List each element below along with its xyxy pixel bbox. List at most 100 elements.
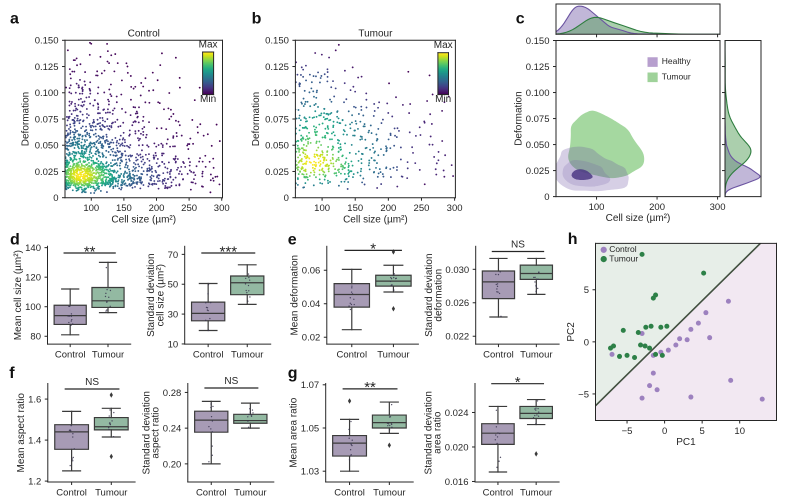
svg-text:250: 250 xyxy=(414,203,430,214)
svg-text:Tumour: Tumour xyxy=(92,349,124,360)
svg-text:0.026: 0.026 xyxy=(445,298,469,309)
svg-text:NS: NS xyxy=(511,239,525,250)
svg-text:Control: Control xyxy=(334,487,365,498)
svg-text:0.125: 0.125 xyxy=(265,62,289,73)
svg-text:0.150: 0.150 xyxy=(265,36,289,47)
svg-text:0.020: 0.020 xyxy=(445,442,469,453)
svg-text:0.016: 0.016 xyxy=(445,477,469,488)
svg-text:100: 100 xyxy=(25,302,41,313)
svg-text:Mean area ratio: Mean area ratio xyxy=(289,397,300,467)
svg-text:0.20: 0.20 xyxy=(163,459,182,470)
svg-text:Tumour: Tumour xyxy=(358,28,393,39)
svg-text:Control: Control xyxy=(55,349,86,360)
svg-text:1.03: 1.03 xyxy=(301,467,320,478)
svg-text:NS: NS xyxy=(85,377,99,388)
svg-text:Tumour: Tumour xyxy=(377,349,409,360)
svg-text:50: 50 xyxy=(168,280,179,291)
svg-text:Cell size (µm²): Cell size (µm²) xyxy=(343,214,408,225)
svg-text:Cell size (µm²): Cell size (µm²) xyxy=(111,214,176,225)
svg-text:0.100: 0.100 xyxy=(35,88,59,99)
svg-text:aspect ratio: aspect ratio xyxy=(151,406,162,458)
svg-text:100: 100 xyxy=(83,203,99,214)
svg-text:0.125: 0.125 xyxy=(35,62,59,73)
svg-text:120: 120 xyxy=(25,273,41,284)
svg-text:300: 300 xyxy=(710,202,726,213)
svg-text:Deformation: Deformation xyxy=(514,91,525,145)
svg-text:c: c xyxy=(516,11,525,28)
svg-text:1.07: 1.07 xyxy=(301,380,320,391)
svg-text:Tumour: Tumour xyxy=(95,487,127,498)
svg-text:0.025: 0.025 xyxy=(526,166,550,177)
svg-text:Min: Min xyxy=(200,94,216,105)
svg-text:*: * xyxy=(515,374,521,391)
svg-text:0.24: 0.24 xyxy=(163,424,182,435)
svg-text:Standard deviation: Standard deviation xyxy=(146,253,157,336)
svg-text:140: 140 xyxy=(25,243,41,254)
svg-text:0.28: 0.28 xyxy=(163,388,182,399)
svg-text:e: e xyxy=(288,232,297,249)
svg-text:Control: Control xyxy=(56,487,87,498)
svg-text:Control: Control xyxy=(128,28,160,39)
svg-text:200: 200 xyxy=(649,202,665,213)
svg-text:Control: Control xyxy=(336,349,367,360)
svg-text:10: 10 xyxy=(168,339,179,350)
svg-text:NS: NS xyxy=(224,376,238,387)
svg-text:a: a xyxy=(10,11,19,28)
svg-text:150: 150 xyxy=(347,203,363,214)
svg-text:0.02: 0.02 xyxy=(302,333,321,344)
svg-text:0: 0 xyxy=(544,192,549,203)
svg-text:0.050: 0.050 xyxy=(265,141,289,152)
svg-text:100: 100 xyxy=(589,202,605,213)
svg-text:5: 5 xyxy=(700,426,705,437)
svg-text:0.022: 0.022 xyxy=(445,332,469,343)
svg-text:Cell size (µm²): Cell size (µm²) xyxy=(606,213,671,224)
svg-text:deformation: deformation xyxy=(433,269,444,322)
svg-text:0.075: 0.075 xyxy=(526,114,550,125)
svg-text:300: 300 xyxy=(214,203,230,214)
svg-text:**: ** xyxy=(84,243,96,260)
svg-text:1.4: 1.4 xyxy=(28,436,41,447)
svg-text:0.125: 0.125 xyxy=(526,62,550,73)
svg-text:100: 100 xyxy=(314,203,330,214)
svg-text:200: 200 xyxy=(380,203,396,214)
svg-text:−5: −5 xyxy=(578,389,589,400)
svg-text:0.150: 0.150 xyxy=(35,36,59,47)
svg-text:Healthy: Healthy xyxy=(662,56,692,66)
svg-text:Max: Max xyxy=(199,39,218,50)
svg-text:Min: Min xyxy=(435,94,451,105)
svg-text:area ratio: area ratio xyxy=(433,411,444,454)
svg-text:cell size (µm²): cell size (µm²) xyxy=(156,264,167,326)
svg-text:Control: Control xyxy=(609,244,637,254)
svg-text:Tumour: Tumour xyxy=(662,72,691,82)
svg-text:Tumour: Tumour xyxy=(234,487,266,498)
svg-text:Mean deformation: Mean deformation xyxy=(290,255,301,336)
svg-text:1.05: 1.05 xyxy=(301,423,320,434)
svg-text:0.075: 0.075 xyxy=(35,114,59,125)
svg-text:0: 0 xyxy=(662,426,667,437)
svg-text:0: 0 xyxy=(584,337,589,348)
svg-text:g: g xyxy=(288,365,298,382)
svg-text:h: h xyxy=(568,231,578,248)
svg-text:PC1: PC1 xyxy=(676,437,696,448)
svg-text:150: 150 xyxy=(116,203,132,214)
svg-text:Mean cell size (µm²): Mean cell size (µm²) xyxy=(13,250,24,340)
svg-text:*: * xyxy=(370,241,376,258)
svg-text:Control: Control xyxy=(193,349,224,360)
svg-text:0.100: 0.100 xyxy=(526,88,550,99)
svg-text:0.050: 0.050 xyxy=(526,140,550,151)
svg-text:Tumour: Tumour xyxy=(520,487,552,498)
svg-text:Control: Control xyxy=(196,487,227,498)
svg-text:1.2: 1.2 xyxy=(28,477,41,488)
svg-text:200: 200 xyxy=(149,203,165,214)
svg-text:Standard deviation: Standard deviation xyxy=(424,253,435,336)
svg-text:5: 5 xyxy=(584,285,589,296)
svg-text:Tumour: Tumour xyxy=(231,349,263,360)
svg-text:0.024: 0.024 xyxy=(445,408,469,419)
svg-text:d: d xyxy=(10,231,20,248)
svg-text:1.6: 1.6 xyxy=(28,395,41,406)
svg-text:300: 300 xyxy=(447,203,463,214)
svg-text:70: 70 xyxy=(168,250,179,261)
svg-text:Standard deviation: Standard deviation xyxy=(423,391,434,474)
svg-text:Tumour: Tumour xyxy=(609,253,638,263)
svg-text:0.150: 0.150 xyxy=(526,36,550,47)
